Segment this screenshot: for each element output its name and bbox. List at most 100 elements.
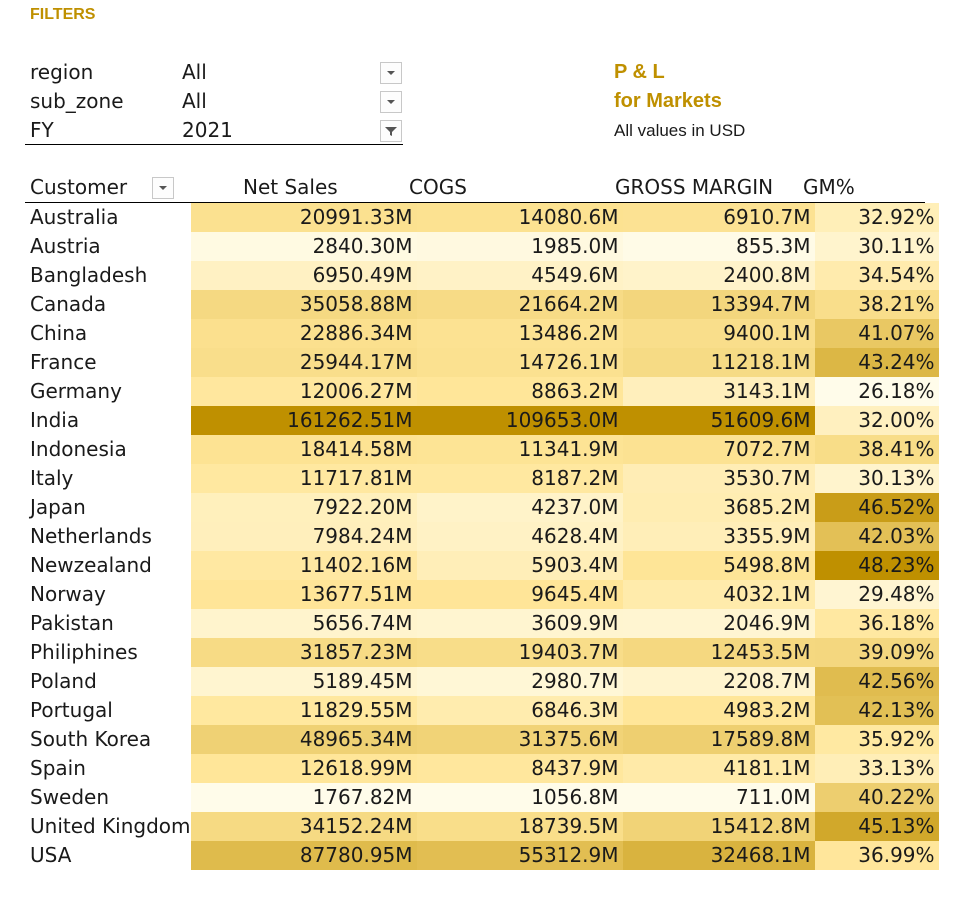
customer-cell[interactable]: Australia <box>30 205 119 229</box>
gross-margin-cell[interactable]: 15412.8M <box>622 812 815 841</box>
net-sales-cell[interactable]: 1767.82M <box>190 783 417 812</box>
gm-pct-cell[interactable]: 42.13% <box>814 696 939 725</box>
gm-pct-cell[interactable]: 32.92% <box>814 203 939 232</box>
customer-cell[interactable]: Netherlands <box>30 524 152 548</box>
gm-pct-cell[interactable]: 36.99% <box>814 841 939 870</box>
cogs-cell[interactable]: 1056.8M <box>416 783 623 812</box>
net-sales-cell[interactable]: 31857.23M <box>190 638 417 667</box>
customer-cell[interactable]: Norway <box>30 582 106 606</box>
gm-pct-cell[interactable]: 46.52% <box>814 493 939 522</box>
customer-cell[interactable]: Japan <box>30 495 86 519</box>
customer-cell[interactable]: USA <box>30 843 72 867</box>
gm-pct-cell[interactable]: 30.11% <box>814 232 939 261</box>
customer-cell[interactable]: Newzealand <box>30 553 152 577</box>
gross-margin-cell[interactable]: 3685.2M <box>622 493 815 522</box>
net-sales-cell[interactable]: 161262.51M <box>190 406 417 435</box>
net-sales-cell[interactable]: 34152.24M <box>190 812 417 841</box>
cogs-cell[interactable]: 55312.9M <box>416 841 623 870</box>
gm-pct-cell[interactable]: 41.07% <box>814 319 939 348</box>
gross-margin-cell[interactable]: 5498.8M <box>622 551 815 580</box>
customer-cell[interactable]: China <box>30 321 88 345</box>
customer-cell[interactable]: Indonesia <box>30 437 127 461</box>
cogs-cell[interactable]: 11341.9M <box>416 435 623 464</box>
net-sales-cell[interactable]: 7984.24M <box>190 522 417 551</box>
cogs-cell[interactable]: 2980.7M <box>416 667 623 696</box>
customer-cell[interactable]: Austria <box>30 234 101 258</box>
cogs-cell[interactable]: 4237.0M <box>416 493 623 522</box>
cogs-cell[interactable]: 8187.2M <box>416 464 623 493</box>
customer-cell[interactable]: South Korea <box>30 727 152 751</box>
gross-margin-cell[interactable]: 17589.8M <box>622 725 815 754</box>
customer-cell[interactable]: Germany <box>30 379 122 403</box>
gross-margin-cell[interactable]: 7072.7M <box>622 435 815 464</box>
customer-cell[interactable]: Sweden <box>30 785 110 809</box>
gross-margin-cell[interactable]: 4032.1M <box>622 580 815 609</box>
net-sales-cell[interactable]: 20991.33M <box>190 203 417 232</box>
customer-cell[interactable]: Pakistan <box>30 611 114 635</box>
gm-pct-cell[interactable]: 38.41% <box>814 435 939 464</box>
gm-pct-cell[interactable]: 48.23% <box>814 551 939 580</box>
cogs-cell[interactable]: 31375.6M <box>416 725 623 754</box>
gm-pct-cell[interactable]: 34.54% <box>814 261 939 290</box>
gross-margin-cell[interactable]: 3530.7M <box>622 464 815 493</box>
gross-margin-cell[interactable]: 11218.1M <box>622 348 815 377</box>
cogs-cell[interactable]: 21664.2M <box>416 290 623 319</box>
gross-margin-cell[interactable]: 32468.1M <box>622 841 815 870</box>
gross-margin-cell[interactable]: 13394.7M <box>622 290 815 319</box>
gross-margin-cell[interactable]: 855.3M <box>622 232 815 261</box>
cogs-cell[interactable]: 14726.1M <box>416 348 623 377</box>
net-sales-cell[interactable]: 6950.49M <box>190 261 417 290</box>
customer-cell[interactable]: Philiphines <box>30 640 138 664</box>
gross-margin-cell[interactable]: 711.0M <box>622 783 815 812</box>
net-sales-cell[interactable]: 18414.58M <box>190 435 417 464</box>
customer-cell[interactable]: Bangladesh <box>30 263 148 287</box>
customer-cell[interactable]: Portugal <box>30 698 113 722</box>
customer-cell[interactable]: France <box>30 350 97 374</box>
cogs-cell[interactable]: 4549.6M <box>416 261 623 290</box>
customer-cell[interactable]: United Kingdom <box>30 814 191 838</box>
gm-pct-cell[interactable]: 26.18% <box>814 377 939 406</box>
net-sales-cell[interactable]: 13677.51M <box>190 580 417 609</box>
cogs-cell[interactable]: 6846.3M <box>416 696 623 725</box>
cogs-cell[interactable]: 14080.6M <box>416 203 623 232</box>
gm-pct-cell[interactable]: 30.13% <box>814 464 939 493</box>
net-sales-cell[interactable]: 11402.16M <box>190 551 417 580</box>
gross-margin-cell[interactable]: 3355.9M <box>622 522 815 551</box>
filter-region-value[interactable]: All <box>182 60 207 84</box>
gross-margin-cell[interactable]: 2046.9M <box>622 609 815 638</box>
gross-margin-cell[interactable]: 51609.6M <box>622 406 815 435</box>
sub-zone-dropdown-button[interactable] <box>380 91 402 113</box>
cogs-cell[interactable]: 1985.0M <box>416 232 623 261</box>
gross-margin-cell[interactable]: 6910.7M <box>622 203 815 232</box>
gross-margin-cell[interactable]: 2208.7M <box>622 667 815 696</box>
gm-pct-cell[interactable]: 33.13% <box>814 754 939 783</box>
customer-cell[interactable]: Spain <box>30 756 86 780</box>
net-sales-cell[interactable]: 12618.99M <box>190 754 417 783</box>
gm-pct-cell[interactable]: 43.24% <box>814 348 939 377</box>
cogs-cell[interactable]: 109653.0M <box>416 406 623 435</box>
net-sales-cell[interactable]: 11717.81M <box>190 464 417 493</box>
cogs-cell[interactable]: 4628.4M <box>416 522 623 551</box>
net-sales-cell[interactable]: 5189.45M <box>190 667 417 696</box>
net-sales-cell[interactable]: 87780.95M <box>190 841 417 870</box>
gross-margin-cell[interactable]: 3143.1M <box>622 377 815 406</box>
gm-pct-cell[interactable]: 36.18% <box>814 609 939 638</box>
cogs-cell[interactable]: 18739.5M <box>416 812 623 841</box>
cogs-cell[interactable]: 5903.4M <box>416 551 623 580</box>
net-sales-cell[interactable]: 7922.20M <box>190 493 417 522</box>
gm-pct-cell[interactable]: 40.22% <box>814 783 939 812</box>
filter-sub-zone-value[interactable]: All <box>182 89 207 113</box>
cogs-cell[interactable]: 13486.2M <box>416 319 623 348</box>
net-sales-cell[interactable]: 11829.55M <box>190 696 417 725</box>
gross-margin-cell[interactable]: 4181.1M <box>622 754 815 783</box>
net-sales-cell[interactable]: 12006.27M <box>190 377 417 406</box>
filter-fy-value[interactable]: 2021 <box>182 118 233 142</box>
customer-filter-button[interactable] <box>152 177 174 199</box>
net-sales-cell[interactable]: 25944.17M <box>190 348 417 377</box>
cogs-cell[interactable]: 8863.2M <box>416 377 623 406</box>
cogs-cell[interactable]: 3609.9M <box>416 609 623 638</box>
net-sales-cell[interactable]: 35058.88M <box>190 290 417 319</box>
cogs-cell[interactable]: 8437.9M <box>416 754 623 783</box>
net-sales-cell[interactable]: 2840.30M <box>190 232 417 261</box>
net-sales-cell[interactable]: 5656.74M <box>190 609 417 638</box>
